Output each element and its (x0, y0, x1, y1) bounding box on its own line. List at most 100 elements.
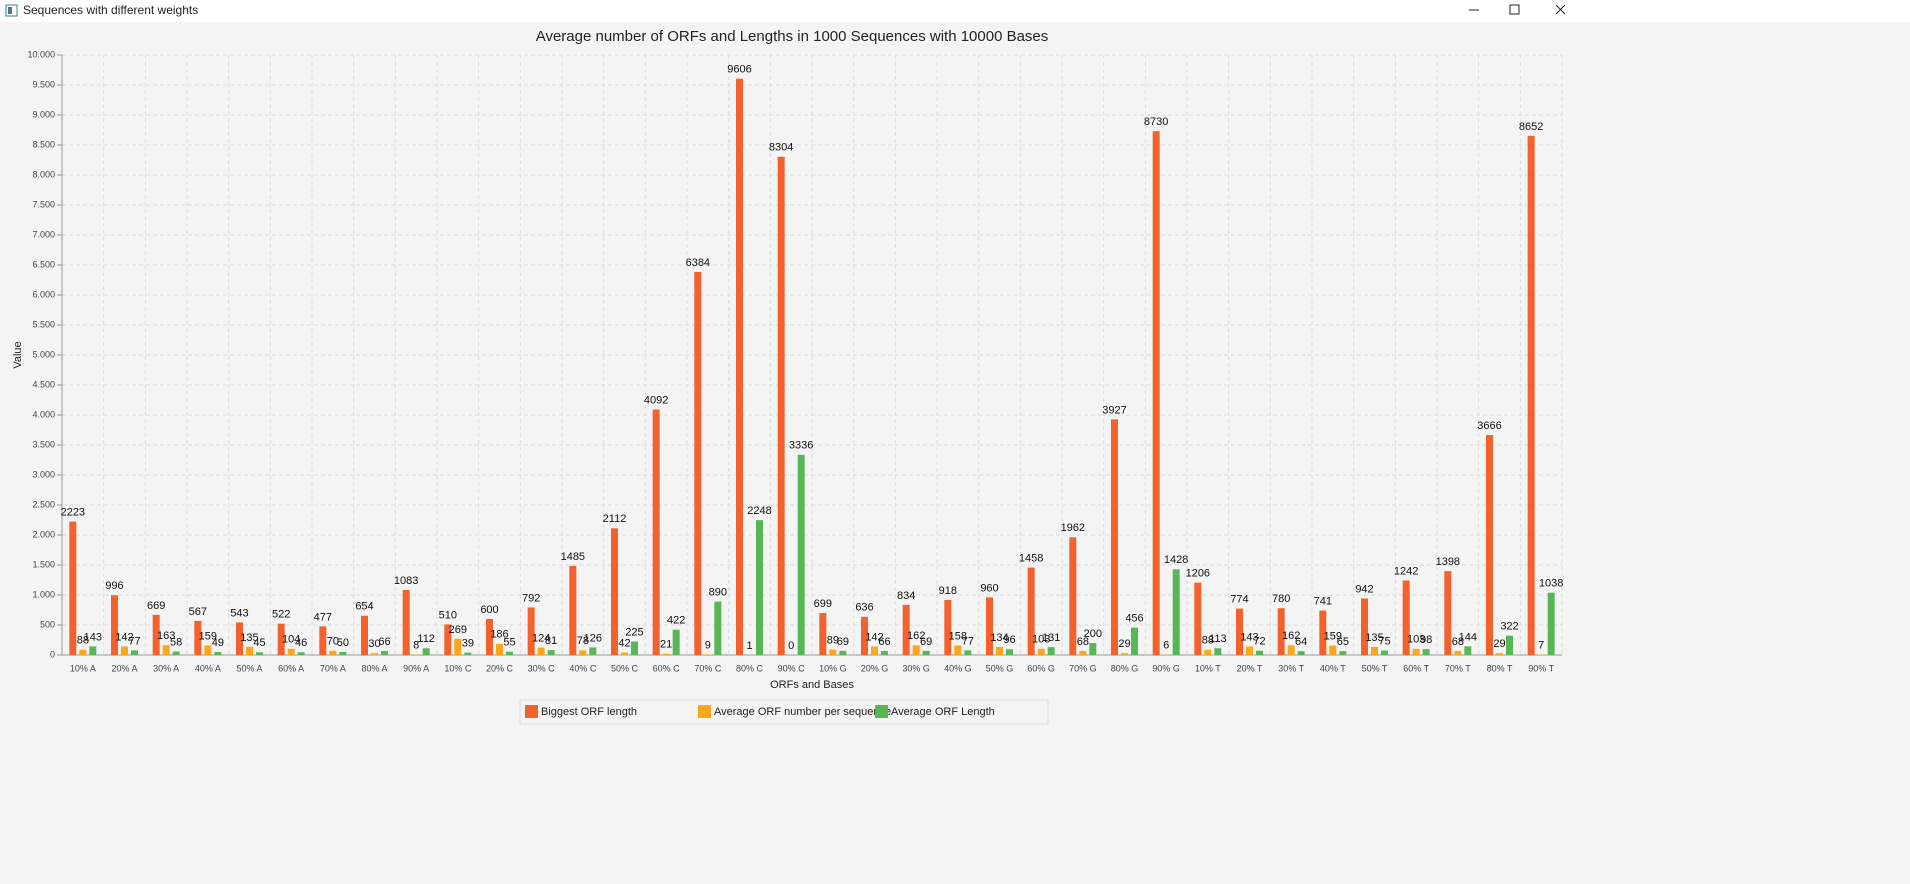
bar (1422, 649, 1430, 655)
value-label: 960 (980, 582, 998, 594)
bar (79, 649, 87, 655)
minimize-button[interactable] (1450, 0, 1496, 22)
bar (1172, 569, 1180, 655)
bar (1339, 651, 1347, 655)
x-tick-label: 30% A (153, 663, 179, 673)
x-tick-label: 40% T (1320, 663, 1346, 673)
value-label: 143 (84, 631, 102, 643)
value-label: 77 (962, 635, 974, 647)
value-label: 46 (295, 637, 307, 649)
value-label: 7 (1538, 639, 1544, 651)
bar (1246, 646, 1253, 655)
bar (881, 651, 888, 655)
bar (1027, 567, 1035, 655)
y-tick-label: 5.000 (32, 349, 55, 359)
y-tick-label: 500 (40, 619, 55, 629)
bar (1287, 645, 1295, 655)
bar (996, 646, 1003, 655)
maximize-button[interactable] (1496, 0, 1542, 22)
value-label: 144 (1459, 631, 1477, 643)
value-label: 6384 (686, 257, 710, 269)
value-label: 135 (1365, 632, 1383, 644)
value-label: 104 (282, 634, 300, 646)
value-label: 3927 (1102, 404, 1126, 416)
bar (89, 646, 97, 655)
bar (1444, 571, 1452, 655)
bar (1152, 131, 1160, 655)
bar (1547, 592, 1555, 655)
bar (1464, 646, 1472, 655)
window-icon (5, 4, 18, 17)
y-tick-label: 9.500 (32, 79, 55, 89)
bar (256, 652, 263, 655)
value-label: 1458 (1019, 552, 1043, 564)
bar (631, 641, 638, 655)
y-tick-label: 8.000 (32, 169, 55, 179)
value-label: 75 (1378, 635, 1390, 647)
value-label: 162 (1282, 630, 1300, 642)
bar (527, 607, 535, 655)
window-icon-inner (8, 7, 12, 14)
value-label: 636 (855, 602, 873, 614)
value-label: 66 (878, 636, 890, 648)
bar (902, 604, 910, 655)
bar (464, 652, 472, 655)
bar (162, 645, 170, 655)
bar (611, 528, 618, 655)
bar (402, 590, 410, 655)
value-label: 322 (1500, 621, 1518, 633)
x-tick-label: 40% G (944, 663, 972, 673)
bar (339, 652, 347, 655)
bar (1486, 435, 1493, 655)
legend-label: Average ORF number per sequence (714, 706, 891, 718)
value-label: 64 (1295, 636, 1307, 648)
bar (329, 650, 337, 655)
bar (839, 650, 847, 655)
x-tick-label: 40% A (195, 663, 221, 673)
bar (1361, 598, 1368, 655)
bar (1069, 537, 1077, 655)
close-button[interactable] (1542, 0, 1588, 22)
value-label: 103 (1407, 634, 1425, 646)
y-tick-label: 8.500 (32, 139, 55, 149)
value-label: 669 (147, 600, 165, 612)
legend-label: Average ORF Length (891, 706, 995, 718)
value-label: 2112 (603, 513, 627, 525)
y-tick-label: 0 (50, 649, 55, 659)
value-label: 126 (584, 632, 602, 644)
bar (444, 624, 452, 655)
value-label: 792 (522, 592, 540, 604)
y-tick-label: 3.000 (32, 469, 55, 479)
value-label: 98 (1420, 634, 1432, 646)
value-label: 996 (105, 580, 123, 592)
y-tick-label: 5.500 (32, 319, 55, 329)
bar (1256, 650, 1263, 655)
y-tick-label: 6.500 (32, 259, 55, 269)
x-tick-label: 90% A (403, 663, 429, 673)
value-label: 422 (667, 615, 685, 627)
value-label: 162 (907, 630, 925, 642)
x-tick-label: 30% G (902, 663, 930, 673)
bar (287, 648, 295, 655)
bar (194, 620, 202, 655)
value-label: 70 (327, 636, 339, 648)
value-label: 774 (1230, 593, 1248, 605)
bar (277, 623, 285, 655)
value-label: 69 (920, 636, 932, 648)
value-label: 225 (625, 626, 643, 638)
value-label: 3336 (789, 440, 813, 452)
bar (246, 646, 253, 655)
value-label: 2248 (747, 505, 771, 517)
bar (662, 653, 670, 655)
value-label: 29 (1493, 638, 1505, 650)
y-tick-label: 1.500 (32, 559, 55, 569)
value-label: 522 (272, 609, 290, 621)
value-label: 1242 (1394, 565, 1418, 577)
value-label: 78 (577, 635, 589, 647)
x-tick-label: 20% G (861, 663, 889, 673)
value-label: 45 (253, 637, 265, 649)
value-label: 1428 (1164, 554, 1188, 566)
bar (1204, 649, 1212, 655)
bar (537, 647, 545, 655)
